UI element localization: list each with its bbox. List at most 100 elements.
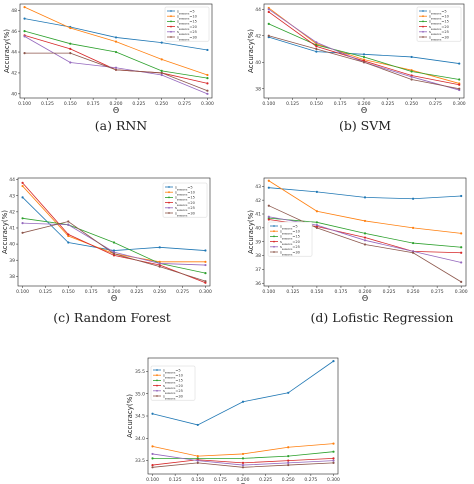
data-point <box>458 83 461 86</box>
data-point <box>267 10 270 14</box>
data-point <box>204 263 207 267</box>
data-point <box>363 196 367 199</box>
data-point <box>112 252 116 255</box>
x-tick-label: 0.125 <box>286 101 299 107</box>
x-tick-label: 0.150 <box>64 101 77 107</box>
data-point <box>206 92 209 95</box>
y-axis-label: Accuracy(%) <box>247 29 255 73</box>
y-tick-label: 43 <box>255 184 261 190</box>
chart-fifth: 0.100 0.125 0.150 0.175 0.200 0.225 0.250 0.275… <box>126 357 340 484</box>
data-point <box>241 452 245 456</box>
y-tick-label: 38 <box>255 86 261 92</box>
x-tick-label: 0.200 <box>358 101 371 107</box>
data-point <box>67 241 70 244</box>
data-point <box>206 73 209 77</box>
data-point <box>363 243 367 246</box>
data-point <box>267 34 270 37</box>
data-point <box>458 87 461 90</box>
data-point <box>315 50 318 53</box>
data-point <box>410 78 413 81</box>
legend-marker <box>422 36 424 38</box>
x-tick-label: 0.200 <box>108 289 121 295</box>
data-point <box>206 89 209 92</box>
y-tick-label: 42 <box>9 209 15 215</box>
x-tick-label: 0.175 <box>334 101 347 107</box>
data-point <box>204 260 207 263</box>
legend-entry: sseasons=30 <box>175 211 196 217</box>
data-point <box>363 236 367 239</box>
x-tick-label: 0.250 <box>155 101 168 107</box>
x-tick-label: 0.225 <box>381 101 394 107</box>
data-point <box>411 241 415 245</box>
x-axis-label: Θ <box>111 294 117 303</box>
y-tick-label: 39 <box>255 239 261 245</box>
legend-entry: sseasons=10 <box>163 374 184 380</box>
data-point <box>460 246 463 249</box>
legend-entry: sseasons=5 <box>280 224 298 230</box>
data-point <box>69 47 72 51</box>
legend-entry: sseasons=15 <box>163 379 183 385</box>
data-point <box>267 22 270 25</box>
x-tick-label: 0.100 <box>146 477 159 483</box>
data-point <box>206 48 209 52</box>
data-point <box>23 51 26 55</box>
data-point <box>206 77 209 80</box>
x-tick-label: 0.275 <box>176 289 189 295</box>
data-point <box>332 442 335 445</box>
data-point <box>332 459 335 462</box>
x-tick-label: 0.300 <box>199 289 212 295</box>
x-tick-label: 0.150 <box>310 289 323 295</box>
data-point <box>363 239 367 242</box>
data-point <box>241 457 245 460</box>
data-point <box>21 217 24 220</box>
legend-entry: sseasons=20 <box>280 240 301 246</box>
x-tick-label: 0.250 <box>153 289 166 295</box>
data-point <box>196 455 199 458</box>
data-point <box>315 210 319 213</box>
series-line-6 <box>24 52 208 92</box>
legend-entry: sseasons=25 <box>429 30 449 36</box>
data-point <box>160 58 163 61</box>
y-tick-label: 44 <box>255 7 261 13</box>
x-tick-label: 0.175 <box>87 101 100 107</box>
legend-marker <box>156 389 158 392</box>
data-point <box>458 62 461 65</box>
y-tick-label: 40 <box>255 225 261 231</box>
legend-marker <box>168 212 170 214</box>
legend-entry: sseasons=20 <box>177 25 198 31</box>
legend-marker <box>168 206 170 209</box>
data-point <box>112 241 116 244</box>
data-point <box>114 40 118 43</box>
legend-marker <box>422 25 424 28</box>
y-tick-label: 44 <box>9 177 15 183</box>
data-point <box>362 55 366 59</box>
legend-marker <box>170 20 172 23</box>
x-tick-label: 0.300 <box>327 477 340 483</box>
data-point <box>151 445 154 448</box>
y-tick-label: 42 <box>255 33 261 39</box>
legend-marker <box>170 10 172 12</box>
data-point <box>160 73 163 77</box>
legend: sseasons=5sseasons=10sseasons=15sseasons… <box>150 365 196 401</box>
legend-marker <box>168 186 170 188</box>
x-tick-label: 0.275 <box>178 101 191 107</box>
data-point <box>114 36 118 39</box>
x-tick-label: 0.200 <box>359 289 372 295</box>
x-tick-label: 0.100 <box>18 101 31 107</box>
x-tick-label: 0.225 <box>259 477 272 483</box>
data-point <box>460 194 463 198</box>
x-tick-label: 0.150 <box>310 101 323 107</box>
y-axis-label: Accuracy(%) <box>3 29 11 73</box>
x-tick-label: 0.125 <box>286 289 299 295</box>
data-point <box>362 53 366 56</box>
legend-marker <box>422 15 424 18</box>
y-tick-label: 44 <box>11 50 17 56</box>
data-point <box>267 218 270 221</box>
data-point <box>287 455 290 458</box>
panel-caption: (c) Random Forest <box>53 310 171 325</box>
y-axis-label: Accuracy(%) <box>247 210 255 254</box>
y-tick-label: 48 <box>11 8 17 14</box>
y-axis-label: Accuracy(%) <box>126 394 134 438</box>
x-tick-label: 0.100 <box>16 289 29 295</box>
